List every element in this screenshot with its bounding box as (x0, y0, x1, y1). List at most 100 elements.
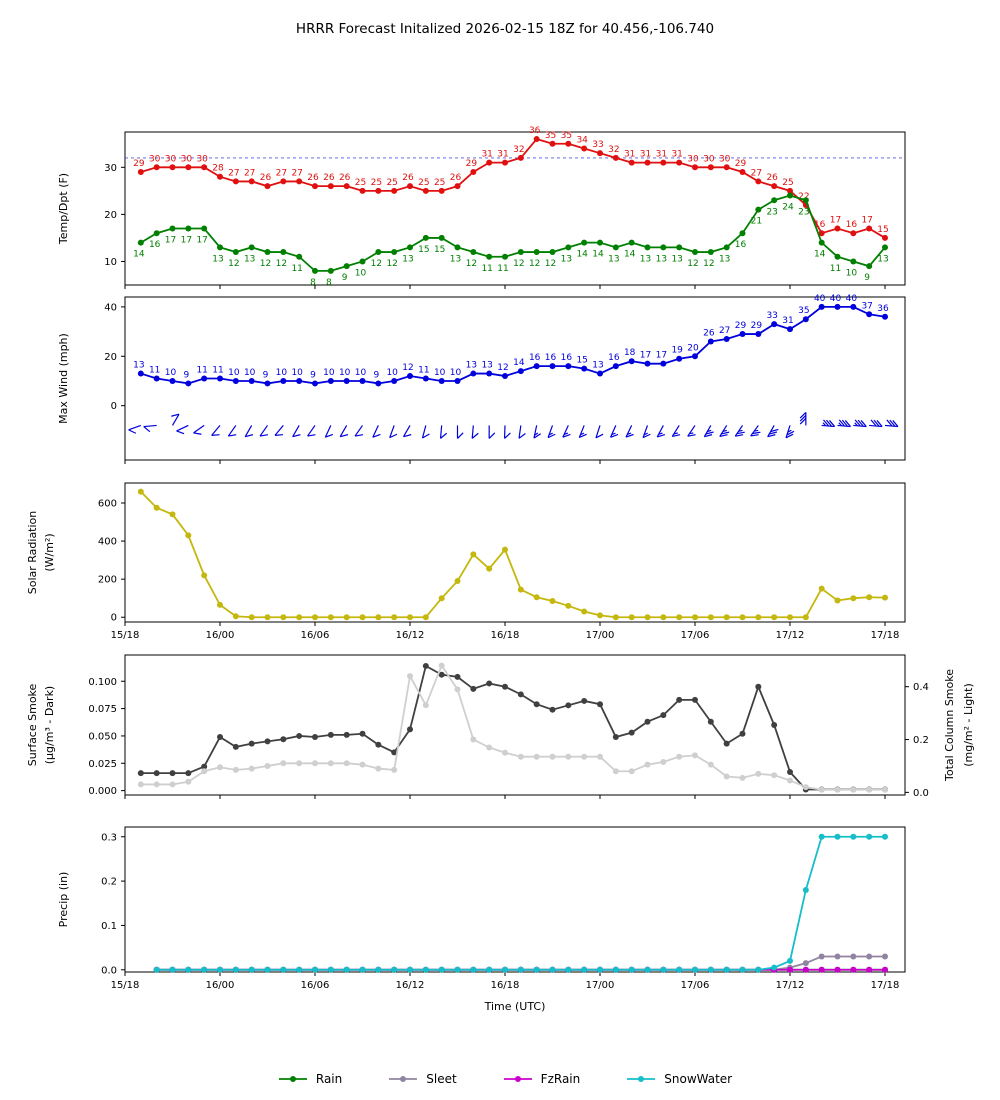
data-point-temperature (549, 140, 556, 147)
point-label-max-wind: 29 (751, 321, 763, 331)
wind-barb-feather (228, 434, 237, 437)
point-label-temperature: 31 (640, 150, 651, 160)
data-point-dewpoint (612, 244, 619, 251)
point-label-dewpoint: 14 (624, 250, 636, 260)
wind-barb-staff (274, 425, 284, 436)
data-point-solar (723, 614, 730, 621)
ytick-label: 0 (111, 613, 117, 624)
data-point-dewpoint (644, 244, 651, 251)
xtick-label: 16/06 (301, 630, 330, 641)
wind-barb-staff (471, 425, 474, 439)
wind-barb-feather (841, 419, 848, 427)
data-point-solar (216, 601, 223, 608)
wind-barb-feather (829, 420, 836, 427)
data-point-fzrain (881, 966, 888, 973)
data-point-surface-smoke (185, 770, 192, 777)
x-axis-title: Time (UTC) (484, 1000, 546, 1013)
data-point-dewpoint (565, 244, 572, 251)
data-point-max-wind (660, 360, 667, 367)
point-label-temperature: 32 (608, 145, 619, 155)
point-label-dewpoint: 12 (529, 259, 540, 269)
point-label-dewpoint: 12 (276, 259, 287, 269)
wind-barb-feather (595, 433, 604, 439)
point-label-dewpoint: 8 (326, 278, 332, 288)
data-point-surface-smoke (438, 671, 445, 678)
data-point-total-column-smoke (549, 753, 556, 760)
wind-barb-half-feather (627, 432, 632, 435)
wind-barb-feather (354, 434, 364, 437)
wind-barb-half-feather (787, 429, 792, 433)
data-point-surface-smoke (391, 749, 398, 756)
point-label-max-wind: 10 (434, 368, 446, 378)
point-label-temperature: 26 (323, 173, 335, 183)
point-label-dewpoint: 13 (608, 254, 619, 264)
xtick-label: 15/18 (111, 980, 140, 991)
wind-barb-staff (193, 424, 205, 434)
ytick-label: 200 (98, 575, 117, 586)
point-label-dewpoint: 15 (418, 245, 429, 255)
point-label-dewpoint: 13 (450, 254, 461, 264)
wind-barb-half-feather (548, 432, 553, 436)
data-point-surface-smoke (660, 712, 667, 719)
wind-barb-feather (307, 434, 316, 437)
wind-barb-staff (176, 424, 189, 432)
wind-barb-half-feather (838, 422, 842, 427)
wind-barb-half-feather (707, 429, 712, 433)
ytick-label-right: 0.2 (913, 735, 929, 746)
wind-barb-feather (736, 431, 745, 435)
point-label-temperature: 17 (861, 216, 872, 226)
data-point-max-wind (185, 380, 192, 387)
ytick-label: 0.1 (101, 921, 117, 932)
wind-barb-feather (750, 434, 759, 437)
point-label-temperature: 29 (133, 159, 145, 169)
data-point-max-wind (644, 360, 651, 367)
point-label-max-wind: 35 (798, 306, 809, 316)
y-axis-label: (µg/m³ - Dark) (43, 686, 56, 764)
wind-barb-staff (128, 424, 142, 431)
point-label-temperature: 31 (656, 150, 667, 160)
data-point-dewpoint (185, 225, 192, 232)
data-point-dewpoint (438, 234, 445, 241)
data-point-surface-smoke (644, 718, 651, 725)
data-point-snowwater (216, 966, 223, 973)
wind-barb-feather (769, 431, 778, 435)
data-point-surface-smoke (676, 696, 683, 703)
data-point-snowwater (818, 833, 825, 840)
point-label-temperature: 16 (814, 220, 826, 230)
wind-barb-feather (826, 419, 833, 427)
point-label-temperature: 27 (751, 168, 762, 178)
data-point-max-wind (834, 303, 841, 310)
data-point-dewpoint (248, 244, 255, 251)
legend-item-snowwater: SnowWater (626, 1072, 732, 1086)
wind-barb-staff (324, 425, 332, 438)
data-point-surface-smoke (486, 680, 493, 687)
data-point-dewpoint (375, 249, 382, 256)
data-point-solar (834, 597, 841, 604)
wind-barb-feather (873, 419, 880, 427)
data-point-surface-smoke (359, 730, 366, 737)
panel-precip: 0.0 0.1 0.2 0.3 Precip (in) 15/18 16/00 16/06 16… (57, 826, 906, 1013)
legend-item-sleet: Sleet (388, 1072, 457, 1086)
data-point-dewpoint (406, 244, 413, 251)
data-point-total-column-smoke (786, 777, 793, 784)
wind-barb-feather (735, 434, 744, 437)
point-label-temperature: 31 (497, 150, 508, 160)
wind-barb-feather (488, 432, 496, 439)
data-point-surface-smoke (691, 696, 698, 703)
data-point-max-wind (565, 363, 572, 370)
ytick-label: 0 (111, 401, 117, 412)
ytick-label: 0.075 (88, 704, 117, 715)
data-point-temperature (391, 187, 398, 194)
point-label-dewpoint: 17 (181, 236, 192, 246)
point-label-dewpoint: 12 (703, 259, 714, 269)
data-point-temperature (406, 183, 413, 190)
wind-barb-feather (786, 430, 795, 436)
wind-barb-feather (823, 419, 830, 427)
point-label-temperature: 26 (450, 173, 462, 183)
data-point-surface-smoke (248, 740, 255, 747)
point-label-max-wind: 17 (640, 351, 651, 361)
data-point-surface-smoke (723, 740, 730, 747)
data-point-dewpoint (422, 234, 429, 241)
wind-barb-half-feather (754, 429, 759, 432)
data-point-solar (691, 614, 698, 621)
